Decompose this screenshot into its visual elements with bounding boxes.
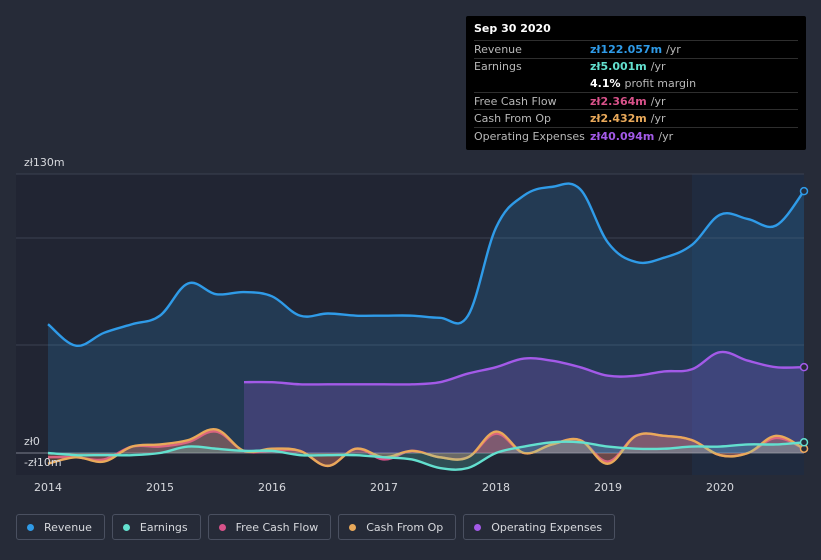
x-tick-label: 2016 <box>258 481 286 494</box>
legend-item-revenue[interactable]: Revenue <box>16 514 105 540</box>
earnings-area <box>48 441 804 470</box>
legend-dot-icon <box>218 523 226 531</box>
tooltip-row: Cash From Op zł2.432m/yr <box>474 109 798 127</box>
tooltip-row-unit: /yr <box>650 112 666 126</box>
tooltip-row-value: zł2.432m <box>590 112 647 126</box>
x-tick-label: 2018 <box>482 481 510 494</box>
tooltip-date: Sep 30 2020 <box>474 22 551 35</box>
chart-area: zł130m zł0 -zł10m 2014 2015 2016 2017 2018 20… <box>16 156 809 494</box>
tooltip-row-unit: /yr <box>650 94 666 108</box>
x-tick-label: 2019 <box>594 481 622 494</box>
legend-item-free-cash-flow[interactable]: Free Cash Flow <box>207 514 332 540</box>
tooltip-row: Revenue zł122.057m/yr <box>474 40 798 58</box>
legend-item-cash-from-op[interactable]: Cash From Op <box>338 514 457 540</box>
operating-expenses-end-dot <box>799 362 809 372</box>
revenue-line <box>47 182 805 347</box>
end-dots <box>799 186 809 453</box>
y-label-zero: zł0 <box>24 435 40 448</box>
tooltip-row-label: Revenue <box>474 42 522 56</box>
x-tick-label: 2017 <box>370 481 398 494</box>
tooltip-row-value: 4.1% <box>590 76 621 90</box>
tooltip-row-value: zł5.001m <box>590 60 647 74</box>
tooltip-row-unit: /yr <box>650 60 666 74</box>
tooltip-row-label: Operating Expenses <box>474 129 585 143</box>
operating-expenses-area <box>244 351 804 453</box>
legend-item-earnings[interactable]: Earnings <box>111 514 201 540</box>
tooltip-row-label: Earnings <box>474 60 522 74</box>
legend-label: Revenue <box>44 520 92 534</box>
series-layer <box>47 182 805 471</box>
x-tick-label: 2014 <box>34 481 62 494</box>
y-label-bottom: -zł10m <box>24 456 62 469</box>
x-axis-ticks: 2014 2015 2016 2017 2018 2019 2020 <box>34 481 734 494</box>
earnings-line <box>47 440 805 471</box>
tooltip-row: 4.1% profit margin <box>474 75 798 92</box>
cash-from-op-line <box>47 427 805 468</box>
legend-item-operating-expenses[interactable]: Operating Expenses <box>463 514 616 540</box>
legend: Revenue Earnings Free Cash Flow Cash From O… <box>16 514 616 540</box>
tooltip-row: Operating Expenses zł40.094m/yr <box>474 126 798 145</box>
legend-label: Free Cash Flow <box>235 520 319 534</box>
legend-label: Earnings <box>139 520 188 534</box>
legend-dot-icon <box>27 523 34 531</box>
tooltip-row-unit: profit margin <box>624 76 697 90</box>
tooltip-row-label: Free Cash Flow <box>474 94 557 108</box>
revenue-end-dot <box>799 186 809 196</box>
tooltip-row-label: Cash From Op <box>474 112 552 126</box>
legend-label: Operating Expenses <box>491 520 603 534</box>
legend-label: Cash From Op <box>366 520 444 534</box>
x-tick-label: 2020 <box>706 481 734 494</box>
tooltip-row: Earnings zł5.001m/yr <box>474 57 798 76</box>
tooltip-row-value: zł2.364m <box>590 94 647 108</box>
gridlines <box>16 173 804 454</box>
tooltip-row-unit: /yr <box>658 129 674 143</box>
legend-dot-icon <box>474 523 482 531</box>
legend-dot-icon <box>122 523 130 531</box>
y-label-top: zł130m <box>24 156 65 169</box>
tooltip-row: Free Cash Flow zł2.364m/yr <box>474 91 798 110</box>
tooltip-row-unit: /yr <box>666 42 681 56</box>
operating-expenses-line <box>243 350 805 386</box>
legend-dot-icon <box>349 523 357 531</box>
tooltip-row-value: zł40.094m <box>590 129 655 143</box>
tooltip: Sep 30 2020 Revenue zł122.057m/yr Earnings… <box>466 16 806 150</box>
tooltip-row-value: zł122.057m <box>590 42 663 56</box>
x-tick-label: 2015 <box>146 481 174 494</box>
cash-from-op-area <box>48 429 804 466</box>
earnings-end-dot <box>799 438 809 447</box>
